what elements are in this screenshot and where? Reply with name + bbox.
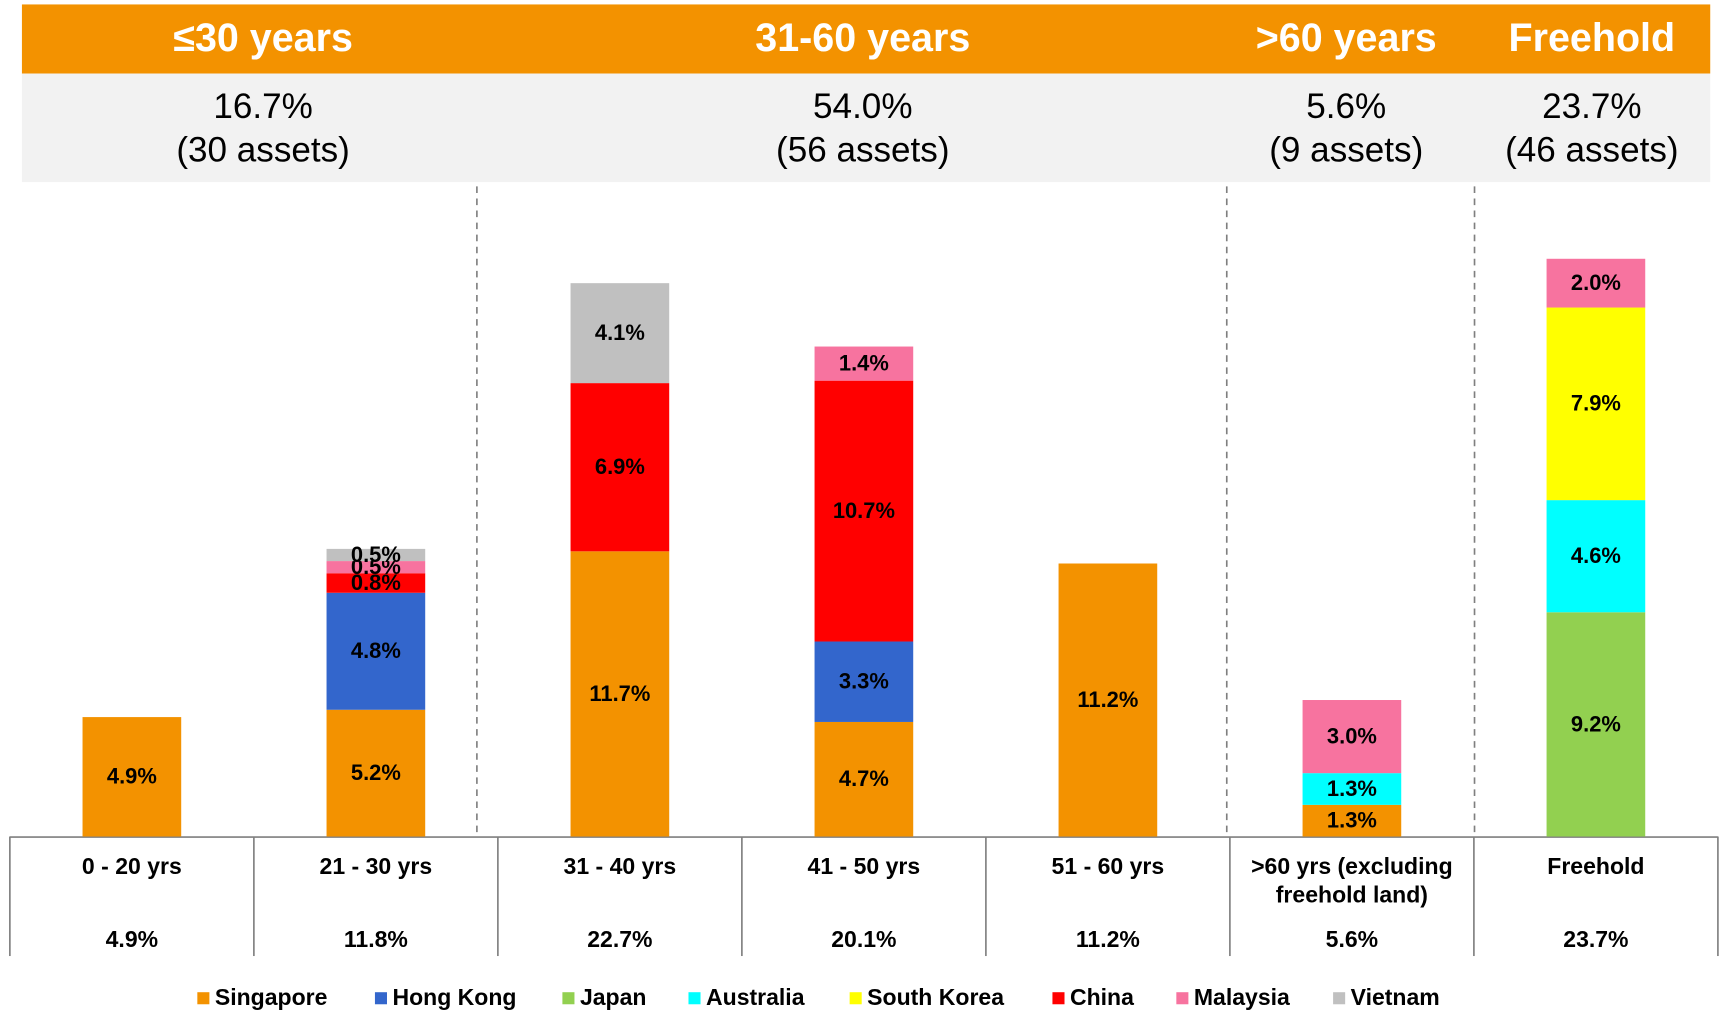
total-label: 20.1% [831, 926, 896, 952]
bar-segment [1546, 307, 1646, 501]
group-title: Freehold [1509, 16, 1676, 60]
summary-band [21, 73, 1711, 183]
data-label: 6.9% [595, 454, 645, 479]
category-label: 41 - 50 yrs [807, 854, 921, 880]
legend-swatch [562, 992, 575, 1005]
legend-label: Japan [580, 984, 647, 1010]
group-share: 54.0% [813, 87, 912, 126]
data-label: 0.5% [351, 542, 401, 567]
group-assets: (9 assets) [1269, 131, 1423, 170]
bar-segment [1058, 563, 1158, 837]
bar-segment [1302, 773, 1402, 805]
bar-segment [326, 709, 426, 837]
legend-label: Vietnam [1351, 984, 1440, 1010]
group-share: 5.6% [1306, 87, 1386, 126]
data-label: 3.3% [839, 669, 889, 694]
group-share: 23.7% [1542, 87, 1641, 126]
total-label: 11.8% [344, 926, 408, 952]
group-assets: (46 assets) [1505, 131, 1679, 170]
group-title: >60 years [1256, 16, 1437, 60]
total-label: 4.9% [106, 926, 158, 952]
bar-segment [570, 383, 670, 552]
bar-segment [570, 283, 670, 384]
data-label: 4.1% [595, 320, 645, 345]
bar-segment [1302, 700, 1402, 774]
bar-segment [814, 721, 914, 837]
bar-segment [326, 592, 426, 710]
data-label: 2.0% [1571, 270, 1621, 295]
legend-swatch [374, 992, 387, 1005]
group-assets: (30 assets) [176, 131, 350, 170]
data-label: 3.0% [1327, 723, 1377, 748]
header-band [21, 4, 1711, 74]
bar-segment [814, 346, 914, 381]
data-label: 1.3% [1327, 808, 1377, 833]
x-tick-label: Freehold [1547, 854, 1645, 880]
legend-swatch [1052, 992, 1065, 1005]
data-label: 10.7% [833, 498, 895, 523]
legend-swatch [197, 992, 210, 1005]
group-assets: (56 assets) [776, 131, 950, 170]
bar-segment [82, 717, 182, 837]
bar-segment [326, 573, 426, 593]
bar-segment [814, 641, 914, 722]
group-share: 16.7% [213, 87, 312, 126]
legend-label: Singapore [215, 984, 328, 1010]
legend-label: Hong Kong [392, 984, 516, 1010]
x-tick-label: >60 yrs (excluding freehold land) [1251, 854, 1453, 908]
total-label: 22.7% [587, 926, 652, 952]
legend-swatch [849, 992, 862, 1005]
x-tick-label: 31 - 40 yrs [563, 854, 677, 880]
bar-segment [570, 551, 670, 837]
bar-segment [1546, 612, 1646, 837]
category-label: 31 - 40 yrs [563, 854, 677, 880]
legend-label: Malaysia [1194, 984, 1290, 1010]
x-tick-label: 21 - 30 yrs [319, 854, 433, 880]
x-tick-label: 41 - 50 yrs [807, 854, 921, 880]
bar-segment [814, 380, 914, 642]
data-label: 4.6% [1571, 543, 1621, 568]
category-label: 21 - 30 yrs [319, 854, 433, 880]
data-label: 11.2% [1077, 687, 1138, 712]
legend-swatch [688, 992, 701, 1005]
data-label: 1.4% [839, 351, 889, 376]
bar-segment [1546, 500, 1646, 613]
data-label: 7.9% [1571, 391, 1621, 416]
data-label: 4.9% [107, 764, 157, 789]
bar-segment [326, 561, 426, 574]
legend-swatch [1176, 992, 1189, 1005]
bar-segment [1546, 258, 1646, 308]
x-tick-label: 51 - 60 yrs [1051, 854, 1165, 880]
total-label: 5.6% [1326, 926, 1378, 952]
legend-label: China [1070, 984, 1134, 1010]
group-title: 31-60 years [755, 16, 970, 60]
data-label: 4.7% [839, 766, 889, 791]
category-label: 0 - 20 yrs [81, 854, 182, 880]
legend-label: South Korea [867, 984, 1004, 1010]
bar-segment [1302, 804, 1402, 837]
data-label: 11.7% [589, 681, 650, 706]
data-label: 0.8% [351, 570, 401, 595]
data-label: 5.2% [351, 760, 401, 785]
data-label: 1.3% [1327, 776, 1377, 801]
category-label: Freehold [1547, 854, 1645, 880]
data-label: 4.8% [351, 638, 401, 663]
category-label: 51 - 60 yrs [1051, 854, 1165, 880]
category-label: >60 yrs (excluding freehold land) [1251, 854, 1453, 908]
data-label: 9.2% [1571, 711, 1621, 736]
group-title: ≤30 years [173, 16, 353, 60]
total-label: 11.2% [1076, 926, 1140, 952]
bar-segment [326, 548, 426, 562]
legend-swatch [1333, 992, 1346, 1005]
x-tick-label: 0 - 20 yrs [81, 854, 182, 880]
total-label: 23.7% [1563, 926, 1628, 952]
legend-label: Australia [706, 984, 805, 1010]
